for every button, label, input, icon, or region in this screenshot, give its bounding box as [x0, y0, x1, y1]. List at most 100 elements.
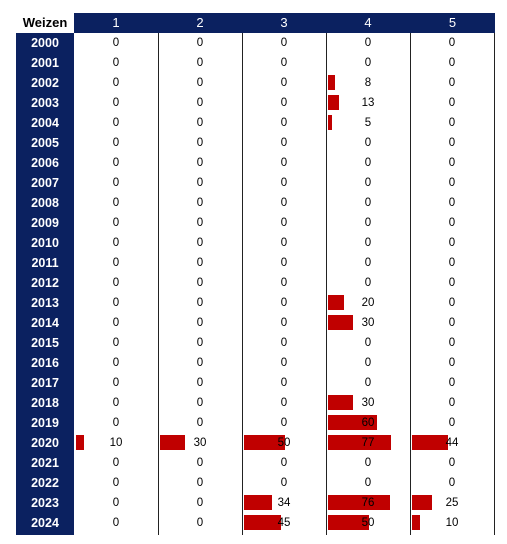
cell-value: 0	[364, 237, 372, 249]
cell-value: 0	[448, 357, 456, 369]
year-label: 2011	[31, 256, 59, 270]
cell-value: 0	[364, 457, 372, 469]
cell-value: 0	[112, 497, 120, 509]
cell-value: 0	[112, 37, 120, 49]
cell-value: 0	[448, 337, 456, 349]
cell-value: 0	[280, 197, 288, 209]
cell-value: 0	[448, 417, 456, 429]
cell-value: 44	[445, 437, 459, 449]
cell-value: 34	[277, 497, 291, 509]
cell-value: 0	[112, 177, 120, 189]
year-label: 2019	[31, 416, 59, 430]
cell-value: 0	[112, 237, 120, 249]
cell-value: 0	[112, 317, 120, 329]
cell-value: 0	[448, 237, 456, 249]
cell-value: 0	[112, 357, 120, 369]
column-divider	[494, 33, 495, 535]
cell-value: 0	[112, 337, 120, 349]
year-label: 2013	[31, 296, 59, 310]
year-label: 2001	[31, 56, 59, 70]
data-bar	[160, 435, 185, 450]
cell-value: 0	[364, 357, 372, 369]
cell-value: 0	[280, 137, 288, 149]
cell-value: 30	[361, 317, 375, 329]
cell-value: 0	[448, 97, 456, 109]
year-label: 2017	[31, 376, 59, 390]
year-label: 2015	[31, 336, 59, 350]
cell-value: 0	[196, 397, 204, 409]
cell-value: 0	[364, 477, 372, 489]
data-bar	[328, 75, 335, 90]
year-label: 2000	[31, 36, 59, 50]
cell-value: 0	[196, 277, 204, 289]
data-bar	[328, 435, 391, 450]
cell-value: 0	[280, 317, 288, 329]
cell-value: 0	[112, 257, 120, 269]
cell-value: 0	[280, 357, 288, 369]
cell-value: 0	[280, 177, 288, 189]
data-bar	[328, 115, 332, 130]
data-bar	[412, 435, 448, 450]
cell-value: 0	[280, 117, 288, 129]
column-header-2: 2	[158, 13, 242, 33]
cell-value: 0	[448, 397, 456, 409]
cell-value: 0	[112, 517, 120, 529]
cell-value: 0	[196, 57, 204, 69]
cell-value: 0	[112, 57, 120, 69]
cell-value: 0	[196, 157, 204, 169]
cell-value: 0	[280, 77, 288, 89]
data-bar	[328, 95, 339, 110]
cell-value: 0	[364, 257, 372, 269]
cell-value: 0	[196, 497, 204, 509]
cell-value: 0	[112, 457, 120, 469]
cell-value: 0	[196, 217, 204, 229]
cell-value: 0	[448, 77, 456, 89]
cell-value: 10	[445, 517, 459, 529]
column-header-4: 4	[326, 13, 410, 33]
cell-value: 0	[112, 277, 120, 289]
data-bar	[76, 435, 84, 450]
cell-value: 0	[448, 217, 456, 229]
year-label: 2024	[31, 516, 59, 530]
cell-value: 0	[280, 397, 288, 409]
column-header-3: 3	[242, 13, 326, 33]
cell-value: 0	[196, 137, 204, 149]
cell-value: 0	[448, 297, 456, 309]
cell-value: 76	[361, 497, 375, 509]
cell-value: 0	[280, 477, 288, 489]
cell-value: 0	[112, 397, 120, 409]
cell-value: 0	[196, 197, 204, 209]
year-label: 2006	[31, 156, 59, 170]
cell-value: 0	[448, 477, 456, 489]
column-header-1: 1	[74, 13, 158, 33]
cell-value: 0	[364, 277, 372, 289]
cell-value: 0	[280, 257, 288, 269]
cell-value: 0	[196, 97, 204, 109]
cell-value: 0	[364, 197, 372, 209]
cell-value: 0	[112, 137, 120, 149]
cell-value: 0	[448, 377, 456, 389]
column-divider	[242, 33, 243, 535]
cell-value: 0	[448, 317, 456, 329]
cell-value: 13	[361, 97, 375, 109]
cell-value: 0	[196, 477, 204, 489]
year-label: 2002	[31, 76, 59, 90]
data-bar	[412, 495, 432, 510]
cell-value: 0	[364, 57, 372, 69]
cell-value: 0	[364, 217, 372, 229]
cell-value: 20	[361, 297, 375, 309]
data-bar	[328, 395, 353, 410]
cell-value: 0	[448, 257, 456, 269]
cell-value: 0	[280, 37, 288, 49]
cell-value: 0	[280, 457, 288, 469]
cell-value: 0	[448, 157, 456, 169]
year-label: 2021	[31, 456, 59, 470]
cell-value: 8	[364, 77, 372, 89]
data-bar	[244, 515, 281, 530]
cell-value: 0	[112, 217, 120, 229]
cell-value: 0	[196, 117, 204, 129]
year-label: 2014	[31, 316, 59, 330]
cell-value: 0	[448, 117, 456, 129]
cell-value: 0	[196, 317, 204, 329]
